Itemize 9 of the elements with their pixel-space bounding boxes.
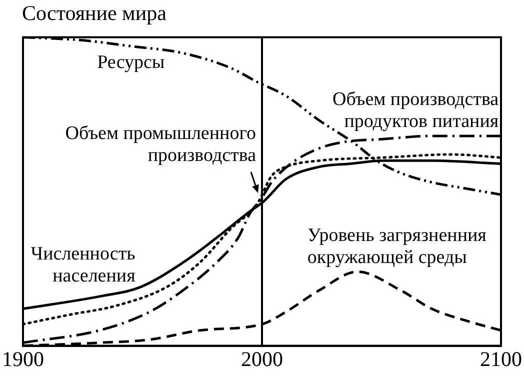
x-tick-label: 2000 xyxy=(241,346,283,371)
series-label: Объем производства продуктов питания xyxy=(332,89,500,132)
chart-title: Состояние мира xyxy=(22,1,168,26)
x-tick-label: 2100 xyxy=(480,346,522,371)
series-label: Ресурсы xyxy=(97,52,165,74)
series-label: Уровень загрязненния окружающей среды xyxy=(307,224,487,268)
x-tick-label: 1900 xyxy=(2,346,44,371)
series-label: Объем промышленного производства xyxy=(65,123,257,166)
series-label: Численность населения xyxy=(30,243,136,286)
